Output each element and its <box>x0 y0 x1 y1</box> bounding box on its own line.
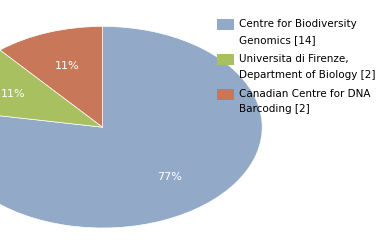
Text: Universita di Firenze,: Universita di Firenze, <box>239 54 349 64</box>
Text: Barcoding [2]: Barcoding [2] <box>239 104 310 114</box>
Text: Canadian Centre for DNA: Canadian Centre for DNA <box>239 89 371 99</box>
Wedge shape <box>0 50 103 127</box>
FancyBboxPatch shape <box>217 89 234 100</box>
FancyBboxPatch shape <box>217 54 234 65</box>
Text: Centre for Biodiversity: Centre for Biodiversity <box>239 19 357 29</box>
FancyBboxPatch shape <box>217 19 234 30</box>
Wedge shape <box>0 26 103 127</box>
Text: 11%: 11% <box>55 61 79 71</box>
Text: Genomics [14]: Genomics [14] <box>239 35 316 45</box>
Text: 77%: 77% <box>157 172 182 182</box>
Wedge shape <box>0 26 262 228</box>
Text: 11%: 11% <box>0 90 25 99</box>
Text: Department of Biology [2]: Department of Biology [2] <box>239 70 376 80</box>
